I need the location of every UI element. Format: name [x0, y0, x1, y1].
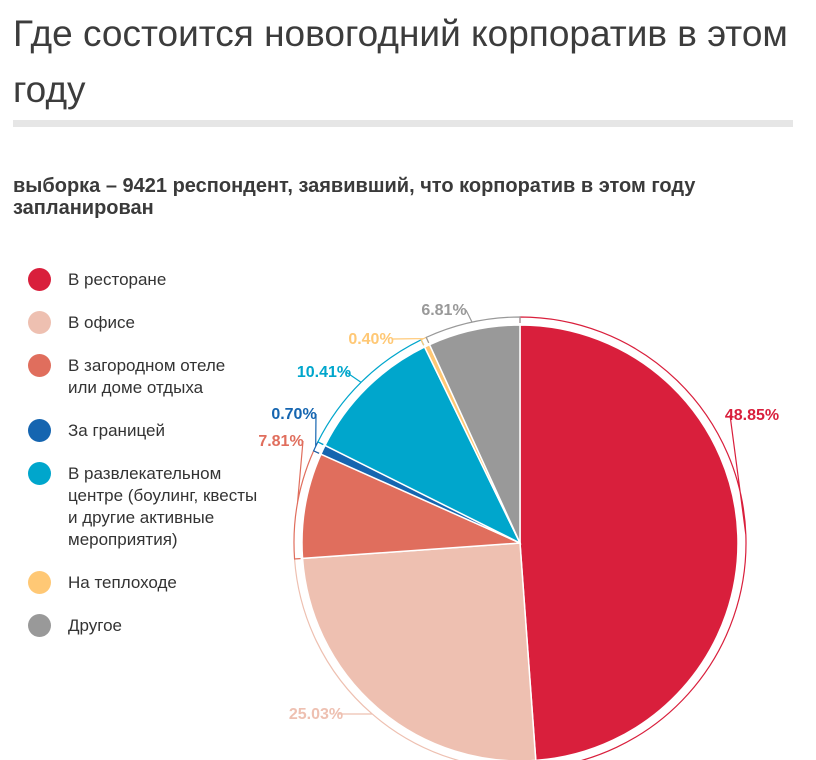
pie-slice [324, 345, 522, 545]
legend-label: За границей [68, 421, 165, 440]
slice-value-label: 7.81% [258, 433, 303, 450]
legend-label: На теплоходе [68, 573, 177, 592]
slice-value-label: 48.85% [725, 407, 779, 424]
slice-leader [293, 557, 460, 760]
slice-leader [425, 309, 521, 344]
legend-item: За границей [28, 417, 258, 442]
slice-value-label: 0.40% [348, 331, 393, 348]
legend-swatch [28, 614, 51, 637]
slice-leader [317, 338, 425, 446]
slice-leader [293, 440, 320, 560]
legend-swatch [28, 311, 51, 334]
slice-value-label: 10.41% [297, 364, 351, 381]
legend-swatch [28, 268, 51, 291]
legend-item: На теплоходе [28, 569, 258, 594]
slice-value-label: 0.70% [271, 406, 316, 423]
page-title: Где состоится новогодний корпоратив в эт… [13, 13, 788, 110]
pie-slice [428, 324, 521, 544]
legend-item: В ресторане [28, 266, 258, 291]
legend-label: Другое [68, 616, 123, 635]
legend-item: Другое [28, 612, 258, 637]
legend-label: В ресторане [68, 270, 167, 289]
pie-slice [301, 542, 537, 760]
legend-label: В загородном отеле или доме отдыха [68, 356, 226, 397]
legend-swatch [28, 354, 51, 377]
legend-swatch [28, 571, 51, 594]
slice-leader [519, 316, 747, 760]
slice-value-label: 25.03% [289, 706, 343, 723]
chart-subtitle: выборка – 9421 респондент, заявивший, чт… [13, 175, 696, 219]
legend-item: В загородном отеле или доме отдыха [28, 352, 258, 399]
legend-item: В офисе [28, 309, 258, 334]
pie-slice [301, 453, 521, 560]
title-divider [13, 120, 793, 127]
legend-swatch [28, 419, 51, 442]
chart-legend: В ресторане В офисе В загородном отеле или… [28, 266, 258, 655]
legend-item: В развлекательном центре (боулинг, квест… [28, 460, 258, 551]
legend-label: В развлекательном центре (боулинг, квест… [68, 464, 258, 549]
legend-label: В офисе [68, 313, 135, 332]
slice-value-label: 6.81% [421, 302, 466, 319]
pie-slice [519, 324, 739, 760]
slice-leader [392, 336, 430, 346]
legend-swatch [28, 462, 51, 485]
